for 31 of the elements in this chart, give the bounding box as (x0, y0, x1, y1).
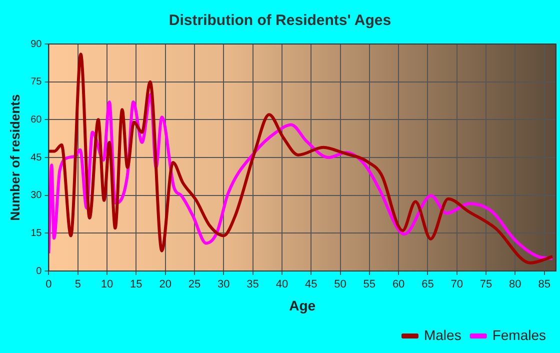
x-tick-label: 80 (509, 278, 522, 291)
x-tick-label: 0 (46, 278, 52, 291)
chart-title: Distribution of Residents' Ages (168, 12, 392, 30)
x-tick-label: 85 (538, 278, 550, 291)
x-tick-label: 60 (392, 278, 405, 291)
y-tick-label: 75 (30, 76, 42, 88)
line-series (48, 52, 554, 264)
y-tick-label: 15 (30, 228, 42, 239)
legend-label: Males (424, 326, 462, 343)
y-tick-label: 0 (36, 266, 42, 277)
y-tick-label: 60 (30, 114, 42, 126)
x-tick-label: 20 (159, 278, 172, 291)
x-tick-label: 55 (363, 278, 376, 291)
x-tick-label: 30 (218, 278, 230, 291)
x-tick-label: 5 (74, 278, 81, 291)
x-tick-label: 65 (422, 278, 434, 291)
x-tick-label: 75 (480, 278, 492, 291)
x-tick-label: 70 (450, 278, 463, 291)
x-tick-label: 35 (246, 278, 259, 291)
y-tick-label: 30 (30, 190, 42, 202)
y-tick-label: 45 (30, 152, 42, 164)
x-tick-label: 45 (304, 278, 318, 291)
x-axis-title: Age (289, 297, 316, 314)
y-tick-label: 90 (30, 38, 42, 50)
legend-label: Females (492, 326, 546, 343)
x-tick-label: 15 (130, 278, 142, 291)
x-tick-label: 25 (188, 278, 201, 291)
x-tick-label: 50 (334, 278, 346, 291)
x-tick-label: 40 (276, 278, 288, 291)
y-axis-title: Number of residents (7, 94, 22, 221)
x-tick-label: 10 (100, 278, 114, 291)
